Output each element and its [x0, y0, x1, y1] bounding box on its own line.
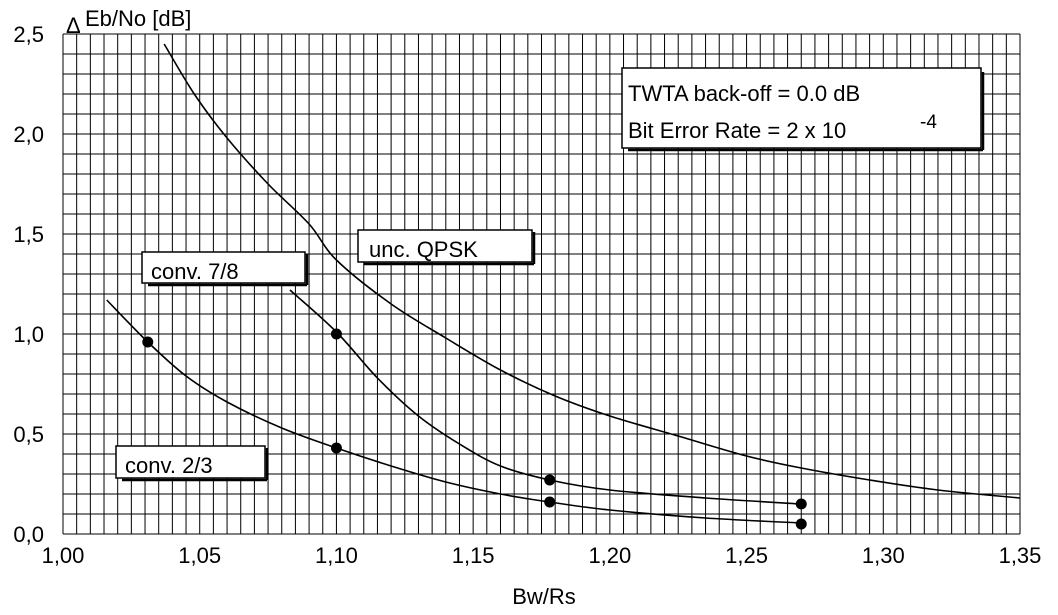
y-tick-label: 1,5	[13, 222, 44, 247]
y-axis-delta: Δ	[66, 13, 81, 38]
x-tick-label: 1,00	[42, 543, 85, 568]
annotation-box: TWTA back-off = 0.0 dB Bit Error Rate = …	[621, 67, 985, 152]
y-tick-label: 1,0	[13, 322, 44, 347]
x-tick-label: 1,05	[178, 543, 221, 568]
label-conv-2-3: conv. 2/3	[115, 445, 269, 482]
marker-conv-2-3	[142, 336, 154, 348]
marker-conv-2-3	[795, 518, 807, 530]
marker-conv-2-3	[544, 496, 556, 508]
x-tick-label: 1,25	[725, 543, 768, 568]
y-tick-label: 0,5	[13, 422, 44, 447]
annotation-line-2: Bit Error Rate = 2 x 10	[628, 118, 846, 143]
annotation-line-1: TWTA back-off = 0.0 dB	[628, 81, 860, 106]
y-tick-label: 2,5	[13, 22, 44, 47]
label-unc-qpsk: unc. QPSK	[357, 229, 536, 266]
marker-conv-2-3	[330, 442, 342, 454]
annotation-line-2-exponent: -4	[920, 112, 937, 133]
curve-conv-2-3	[106, 299, 802, 524]
marker-conv-7-8	[544, 474, 556, 486]
x-tick-label: 1,30	[862, 543, 905, 568]
marker-conv-7-8	[330, 328, 342, 340]
label-conv-7-8-text: conv. 7/8	[151, 259, 239, 284]
marker-conv-7-8	[795, 498, 807, 510]
y-tick-label: 0,0	[13, 522, 44, 547]
tick-labels: 1,00 1,05 1,10 1,15 1,20 1,25 1,30 1,35 0,0 0,5 1,…	[13, 22, 1041, 568]
x-tick-label: 1,10	[315, 543, 358, 568]
x-tick-label: 1,35	[999, 543, 1042, 568]
curve-unc-qpsk	[163, 43, 1021, 499]
x-axis-label: Bw/Rs	[512, 584, 576, 609]
markers	[142, 328, 807, 530]
label-conv-2-3-text: conv. 2/3	[125, 453, 213, 478]
y-axis-label: Eb/No [dB]	[85, 6, 191, 31]
x-tick-label: 1,15	[452, 543, 495, 568]
label-unc-qpsk-text: unc. QPSK	[369, 237, 478, 262]
x-tick-label: 1,20	[588, 543, 631, 568]
curve-conv-7-8	[289, 289, 802, 505]
curves	[106, 43, 1021, 524]
y-tick-label: 2,0	[13, 122, 44, 147]
label-conv-7-8: conv. 7/8	[141, 251, 309, 287]
